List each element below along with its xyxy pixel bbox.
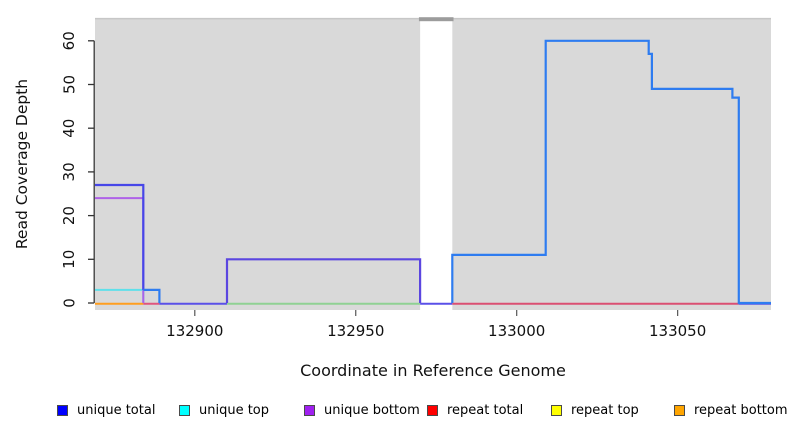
legend-item-unique-total: unique total	[57, 401, 155, 419]
legend-label-repeat-top: repeat top	[571, 402, 639, 418]
series-unique-total-step3	[143, 288, 161, 303]
legend-swatch-repeat-top-icon	[551, 404, 562, 416]
legend-swatch-repeat-total-icon	[427, 404, 438, 416]
legend-label-unique-total: unique total	[77, 402, 156, 418]
legend-item-repeat-top: repeat top	[551, 401, 639, 419]
sequence-gap-region	[420, 19, 453, 310]
legend-item-repeat-bottom: repeat bottom	[674, 401, 788, 419]
x-tick-label: 132950	[327, 322, 384, 340]
x-axis-title: Coordinate in Reference Genome	[300, 361, 566, 380]
legend-label-repeat-total: repeat total	[447, 402, 524, 418]
legend-swatch-unique-total-icon	[57, 404, 68, 416]
x-tick-label: 132900	[166, 322, 223, 340]
coverage-plot: 0 10 20 30 40 50 60 132900 132950 133000 133050 Co…	[13, 17, 771, 380]
legend: unique total unique top unique bottom repea…	[0, 401, 792, 425]
y-axis-title: Read Coverage Depth	[13, 79, 31, 249]
y-tick-label: 20	[60, 206, 78, 225]
y-tick-label: 10	[60, 250, 78, 269]
x-tick-label: 133000	[488, 322, 545, 340]
y-tick-label: 0	[60, 298, 78, 308]
legend-swatch-unique-bottom-icon	[304, 404, 315, 416]
legend-item-unique-bottom: unique bottom	[304, 401, 420, 419]
legend-swatch-repeat-bottom-icon	[674, 404, 685, 416]
y-tick-label: 30	[60, 162, 78, 181]
y-tick-label: 50	[60, 75, 78, 94]
series-unique-overlap-10	[225, 258, 422, 303]
legend-swatch-unique-top-icon	[179, 404, 190, 416]
y-tick-label: 60	[60, 31, 78, 50]
legend-label-unique-top: unique top	[199, 402, 270, 418]
series-unique-total-right	[451, 39, 771, 305]
x-tick-label: 133050	[649, 322, 706, 340]
gap-top-cap	[418, 17, 454, 22]
y-tick-label: 40	[60, 119, 78, 138]
legend-label-repeat-bottom: repeat bottom	[694, 402, 788, 418]
legend-label-unique-bottom: unique bottom	[324, 402, 420, 418]
legend-item-repeat-total: repeat total	[427, 401, 523, 419]
series-unique-total-left	[95, 183, 145, 290]
legend-item-unique-top: unique top	[179, 401, 269, 419]
